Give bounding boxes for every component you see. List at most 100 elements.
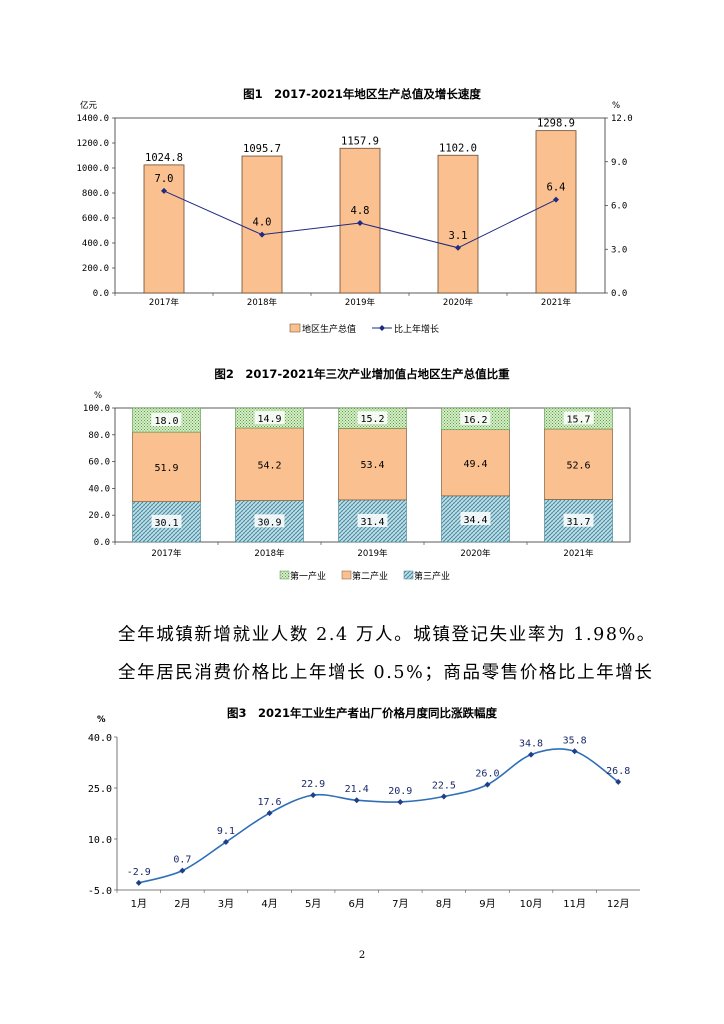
paragraph-line-1: 全年城镇新增就业人数 2.4 万人。城镇登记失业率为 1.98%。	[118, 625, 656, 645]
chart1-left-tick-label: 0.0	[93, 289, 109, 299]
chart1-left-tick-label: 600.0	[82, 214, 109, 224]
chart2-label-secondary: 53.4	[360, 460, 384, 471]
chart2-bar-secondary	[235, 427, 304, 501]
chart1-growth-label: 6.4	[547, 182, 566, 194]
chart2-category-label: 2018年	[254, 548, 285, 559]
chart1-growth-point	[455, 244, 461, 251]
chart3-ppi-monthly: 图3 2021年工业生产者出厂价格月度同比涨跌幅度 % -5.0 10.0 25.0…	[88, 706, 640, 910]
chart2-industry-share: 图2 2017-2021年三次产业增加值占地区生产总值比重 % 0.0 20.0 4…	[83, 367, 631, 582]
chart1-growth-label: 4.8	[351, 205, 370, 217]
chart1-legend-line-label: 比上年增长	[394, 323, 439, 335]
chart2-y-tick-label: 80.0	[88, 431, 110, 441]
chart1-growth-point	[259, 231, 265, 238]
chart1-title: 图1 2017-2021年地区生产总值及增长速度	[243, 87, 481, 101]
chart2-bar-secondary	[338, 428, 407, 501]
chart3-title: 图3 2021年工业生产者出厂价格月度同比涨跌幅度	[227, 706, 498, 720]
chart1-legend-line-marker	[379, 325, 385, 331]
chart2-label-tertiary-bg	[254, 514, 285, 528]
chart1-legend-bar-label: 地区生产总值	[302, 323, 356, 335]
chart1-category-label: 2018年	[247, 297, 278, 308]
chart1-legend-bar-swatch	[289, 323, 301, 333]
chart2-label-secondary: 49.4	[463, 459, 487, 470]
chart2-category-label: 2020年	[460, 548, 491, 559]
chart3-unit: %	[97, 715, 106, 725]
chart2-legend-label-primary: 第一产业	[290, 570, 326, 582]
chart3-ppi-label: 26.0	[475, 769, 499, 780]
chart2-label-tertiary-bg	[151, 514, 182, 528]
chart3-y-tick-label: 25.0	[88, 784, 112, 795]
chart1-legend: 地区生产总值 比上年增长	[289, 323, 439, 335]
chart2-y-tick-label: 40.0	[88, 484, 110, 494]
chart2-label-primary-bg	[254, 410, 285, 424]
chart1-right-tick-label: 12.0	[611, 114, 633, 124]
chart1-bar	[143, 164, 185, 294]
chart3-ppi-point	[440, 793, 447, 800]
chart1-left-tick-label: 200.0	[82, 264, 109, 274]
chart1-left-tick-label: 1000.0	[76, 164, 109, 174]
chart1-bar-label: 1157.9	[341, 135, 379, 147]
chart1-left-tick-label: 800.0	[82, 189, 109, 199]
chart2-y-tick-label: 0.0	[94, 538, 110, 548]
chart1-left-tick-label: 1400.0	[76, 114, 109, 124]
chart2-bar-secondary	[544, 428, 613, 500]
chart3-category-label: 11月	[563, 898, 586, 910]
chart2-y-tick-label: 20.0	[88, 511, 110, 521]
chart1-left-tick-label: 1200.0	[76, 139, 109, 149]
chart1-growth-label: 3.1	[449, 230, 468, 242]
chart3-category-label: 12月	[607, 898, 630, 910]
chart3-category-label: 5月	[305, 898, 321, 910]
chart2-label-tertiary-bg	[357, 513, 388, 527]
chart2-label-primary-bg	[151, 413, 182, 427]
chart3-ppi-point	[528, 751, 535, 758]
chart2-legend-swatch-secondary	[341, 570, 352, 580]
chart2-label-tertiary: 30.1	[154, 518, 178, 529]
page-number: 2	[358, 950, 366, 961]
chart3-ppi-point	[397, 798, 404, 805]
chart1-right-tick-label: 9.0	[611, 158, 627, 168]
chart3-ppi-point	[615, 778, 622, 785]
chart1-growth-point	[161, 187, 167, 194]
chart3-ppi-label: 21.4	[345, 784, 369, 795]
chart1-bar-label: 1024.8	[145, 152, 183, 164]
chart2-label-primary: 16.2	[463, 415, 487, 426]
chart3-category-label: 1月	[131, 898, 147, 910]
chart1-right-tick-label: 6.0	[611, 202, 627, 212]
chart1-gdp-growth: 图1 2017-2021年地区生产总值及增长速度 亿元 % 0.0 200.0 40…	[76, 87, 633, 335]
chart1-growth-point	[553, 196, 559, 203]
chart2-label-secondary: 52.6	[566, 460, 590, 471]
chart2-label-primary: 18.0	[154, 416, 178, 427]
chart1-bar	[241, 155, 283, 294]
chart2-label-primary: 15.7	[566, 415, 590, 426]
chart2-legend-swatch-primary	[279, 570, 290, 580]
chart2-legend-label-tertiary: 第三产业	[414, 570, 450, 582]
chart2-category-label: 2017年	[151, 548, 182, 559]
chart3-ppi-point	[266, 810, 273, 817]
chart3-category-label: 3月	[218, 898, 234, 910]
chart1-bar-label: 1298.9	[537, 118, 575, 130]
chart3-ppi-label: 26.8	[606, 766, 630, 777]
chart1-bar-label: 1095.7	[243, 143, 281, 155]
chart1-bar	[535, 130, 577, 294]
chart3-category-label: 9月	[479, 898, 495, 910]
chart3-y-tick-label: 10.0	[88, 835, 112, 846]
chart2-label-secondary: 54.2	[257, 460, 281, 471]
chart3-ppi-point	[179, 867, 186, 874]
chart2-bar-secondary	[441, 429, 510, 497]
chart2-bar-secondary	[132, 431, 201, 502]
chart3-y-tick-label: 40.0	[88, 733, 112, 744]
chart2-label-tertiary: 30.9	[257, 517, 281, 528]
chart1-left-unit: 亿元	[80, 100, 98, 111]
chart1-bar	[437, 154, 479, 294]
chart2-label-primary-bg	[357, 411, 388, 425]
chart2-category-label: 2019年	[357, 548, 388, 559]
chart3-ppi-label: 20.9	[388, 786, 412, 797]
chart2-label-primary-bg	[460, 411, 491, 425]
chart2-label-tertiary: 31.4	[360, 517, 384, 528]
chart2-label-tertiary: 31.7	[566, 517, 590, 528]
chart3-ppi-point	[484, 781, 491, 788]
chart3-ppi-point	[135, 879, 142, 886]
chart3-category-label: 10月	[520, 898, 543, 910]
chart1-growth-label: 4.0	[253, 217, 272, 229]
chart1-category-label: 2020年	[443, 297, 474, 308]
chart1-category-label: 2017年	[149, 297, 180, 308]
